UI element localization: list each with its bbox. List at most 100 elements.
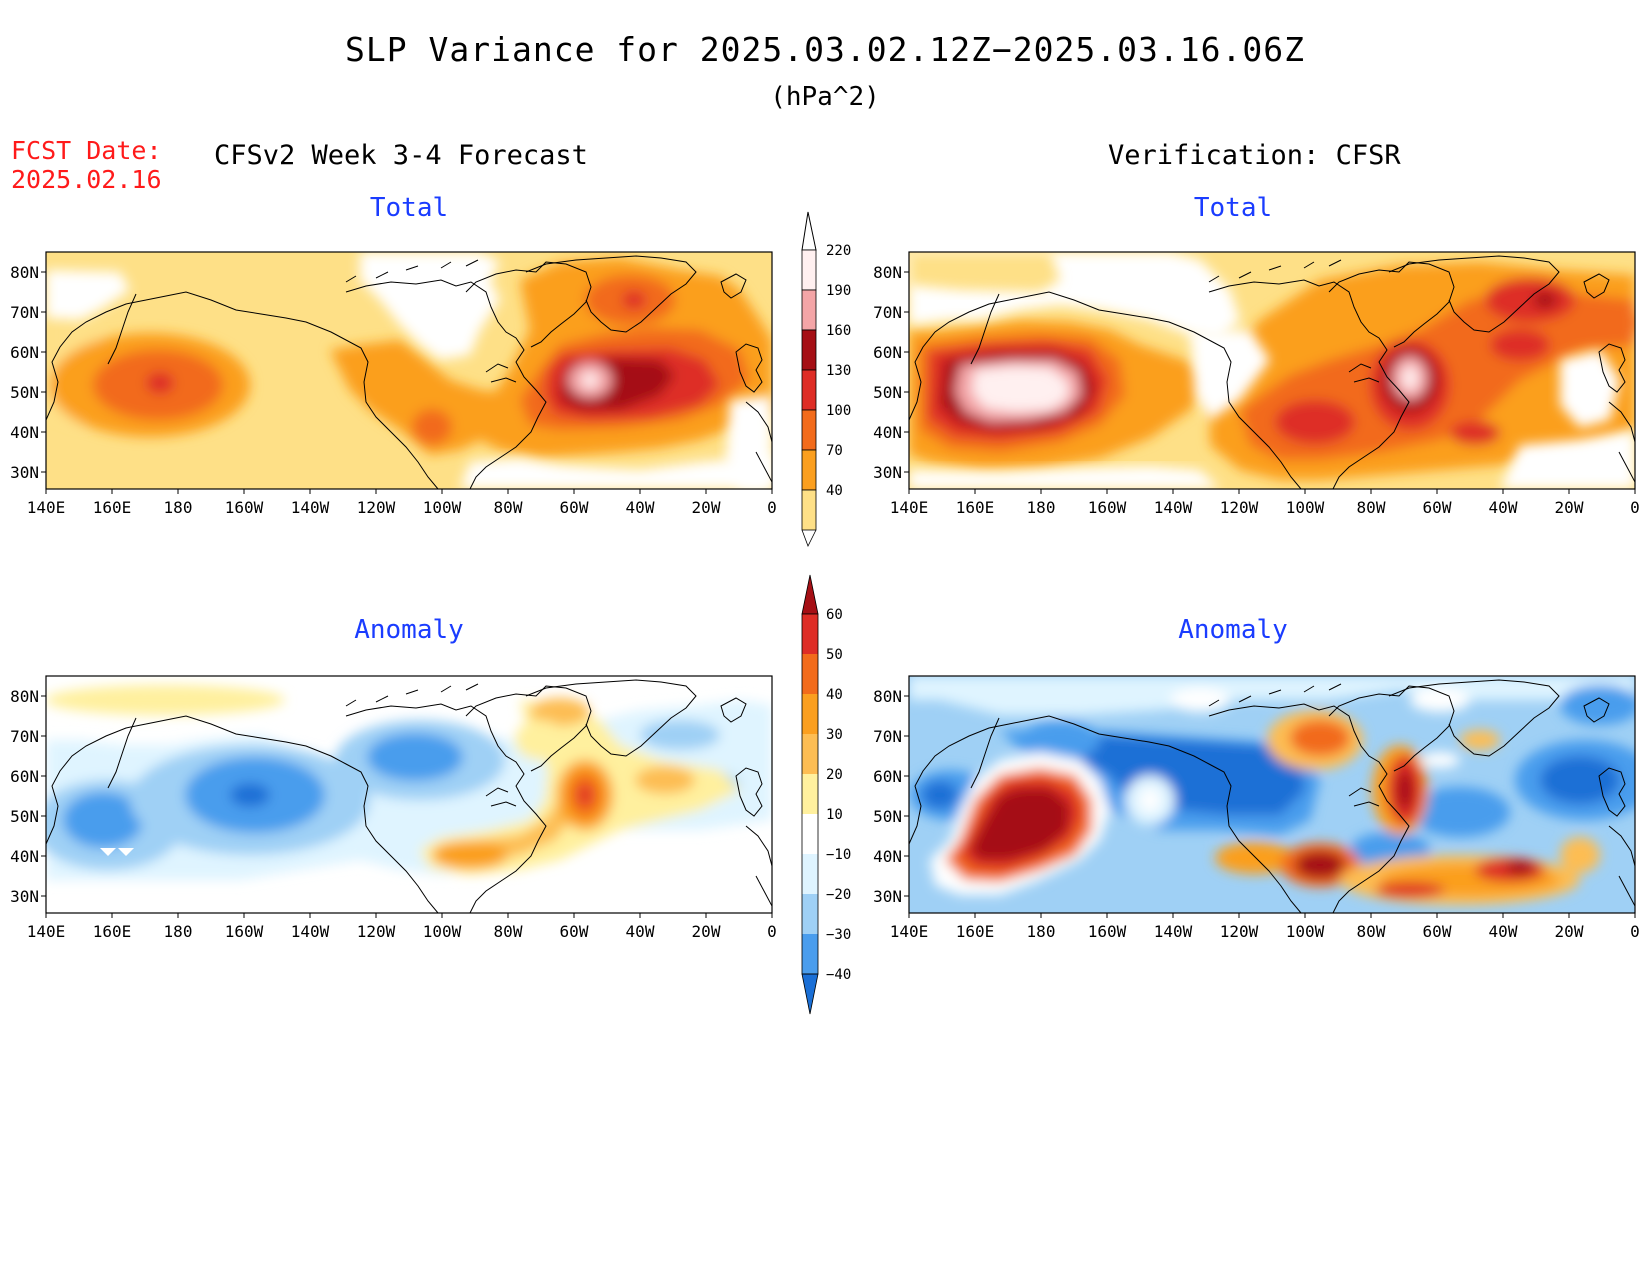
lat-label-fcst-total: 80N (10, 263, 39, 282)
lon-label-fcst-total: 160W (225, 498, 264, 517)
colorbar-anomaly-label: 30 (826, 727, 843, 743)
colorbar-anomaly-label: 20 (826, 767, 843, 783)
lat-label-verif-total: 80N (873, 263, 902, 282)
lat-label-verif-total: 50N (873, 383, 902, 402)
colorbar-anomaly-label: −30 (826, 927, 851, 943)
lon-label-verif-anom: 100W (1286, 922, 1325, 941)
lon-label-verif-anom: 0 (1630, 922, 1640, 941)
map-verification-anomaly (909, 676, 1635, 913)
lat-label-fcst-total: 30N (10, 463, 39, 482)
lon-label-fcst-anom: 60W (560, 922, 589, 941)
lat-label-fcst-total: 60N (10, 343, 39, 362)
forecast-column-heading: CFSv2 Week 3-4 Forecast (214, 140, 588, 171)
colorbar-anomaly-label: −10 (826, 847, 851, 863)
lat-label-fcst-anom: 30N (10, 887, 39, 906)
lon-label-verif-anom: 20W (1555, 922, 1584, 941)
colorbar-total-label: 160 (826, 323, 851, 339)
lon-label-verif-anom: 160W (1088, 922, 1127, 941)
lat-label-fcst-anom: 60N (10, 767, 39, 786)
lat-label-fcst-anom: 70N (10, 727, 39, 746)
lat-label-verif-anom: 50N (873, 807, 902, 826)
frame-verification-total (908, 251, 1636, 490)
lon-label-verif-anom: 40W (1489, 922, 1518, 941)
map-verification-total (909, 252, 1635, 489)
lon-label-fcst-anom: 0 (767, 922, 777, 941)
colorbar-total-label: 70 (826, 443, 843, 459)
lon-label-fcst-total: 100W (423, 498, 462, 517)
lon-label-fcst-total: 180 (164, 498, 193, 517)
frame-forecast-anomaly (45, 675, 773, 914)
lon-label-fcst-total: 80W (494, 498, 523, 517)
panel-title-verification-anomaly: Anomaly (1178, 615, 1288, 645)
colorbar-anomaly-label: 60 (826, 607, 843, 623)
colorbar-total-label: 130 (826, 363, 851, 379)
lon-label-fcst-total: 60W (560, 498, 589, 517)
lon-label-fcst-anom: 140W (291, 922, 330, 941)
lon-label-verif-total: 0 (1630, 498, 1640, 517)
forecast-date-label: FCST Date: (11, 136, 162, 165)
frame-forecast-total (45, 251, 773, 490)
lon-label-fcst-total: 140W (291, 498, 330, 517)
axis-labels: 80N 70N 60N 50N 40N 30N 140E 160E 180 160W 140W 120… (10, 263, 1640, 941)
colorbar-anomaly-label: −40 (826, 967, 851, 983)
lon-label-fcst-total: 160E (93, 498, 132, 517)
lon-label-verif-anom: 180 (1027, 922, 1056, 941)
verification-column-heading: Verification: CFSR (1108, 140, 1401, 171)
lon-label-verif-anom: 140W (1154, 922, 1193, 941)
lon-label-fcst-anom: 180 (164, 922, 193, 941)
lat-label-verif-total: 30N (873, 463, 902, 482)
lon-label-verif-anom: 120W (1220, 922, 1259, 941)
lon-label-fcst-total: 140E (27, 498, 66, 517)
forecast-date-block: FCST Date: 2025.02.16 (11, 136, 162, 194)
lat-label-fcst-anom: 50N (10, 807, 39, 826)
lat-label-verif-anom: 60N (873, 767, 902, 786)
lat-label-fcst-anom: 40N (10, 847, 39, 866)
figure-units: (hPa^2) (770, 82, 880, 112)
lon-label-fcst-total: 40W (626, 498, 655, 517)
colorbar-total-label: 220 (826, 243, 851, 259)
panel-title-forecast-total: Total (369, 193, 449, 223)
lon-label-verif-total: 140W (1154, 498, 1193, 517)
colorbar-total-label: 190 (826, 283, 851, 299)
lat-label-verif-anom: 70N (873, 727, 902, 746)
lat-label-fcst-total: 50N (10, 383, 39, 402)
lat-label-verif-anom: 30N (873, 887, 902, 906)
lon-label-verif-total: 40W (1489, 498, 1518, 517)
map-forecast-anomaly (46, 676, 772, 913)
lat-label-verif-total: 60N (873, 343, 902, 362)
lon-label-verif-total: 140E (890, 498, 929, 517)
lon-label-fcst-anom: 120W (357, 922, 396, 941)
colorbar-anomaly: 60 50 40 30 20 10 −10 −20 −30 −40 (801, 574, 851, 1015)
lon-label-verif-anom: 140E (890, 922, 929, 941)
lon-label-verif-total: 80W (1357, 498, 1386, 517)
map-forecast-total (46, 252, 772, 489)
lon-label-fcst-anom: 140E (27, 922, 66, 941)
frame-verification-anomaly (908, 675, 1636, 914)
lon-label-verif-anom: 160E (956, 922, 995, 941)
lon-label-verif-total: 60W (1423, 498, 1452, 517)
lon-label-fcst-total: 0 (767, 498, 777, 517)
lat-label-fcst-total: 70N (10, 303, 39, 322)
lon-label-verif-total: 160E (956, 498, 995, 517)
lon-label-verif-total: 160W (1088, 498, 1127, 517)
colorbar-anomaly-label: 10 (826, 807, 843, 823)
lat-label-verif-anom: 40N (873, 847, 902, 866)
colorbar-anomaly-label: 40 (826, 687, 843, 703)
lon-label-fcst-anom: 100W (423, 922, 462, 941)
figure-title: SLP Variance for 2025.03.02.12Z−2025.03.… (345, 30, 1305, 69)
lon-label-fcst-anom: 40W (626, 922, 655, 941)
lat-label-verif-total: 40N (873, 423, 902, 442)
lon-label-fcst-anom: 160W (225, 922, 264, 941)
colorbar-total-label: 40 (826, 483, 843, 499)
panel-title-verification-total: Total (1193, 193, 1273, 223)
lon-label-verif-anom: 80W (1357, 922, 1386, 941)
lat-label-verif-anom: 80N (873, 687, 902, 706)
lat-label-fcst-anom: 80N (10, 687, 39, 706)
panel-title-forecast-anomaly: Anomaly (354, 615, 464, 645)
colorbar-anomaly-label: −20 (826, 887, 851, 903)
lon-label-verif-anom: 60W (1423, 922, 1452, 941)
lon-label-verif-total: 100W (1286, 498, 1325, 517)
lon-label-verif-total: 180 (1027, 498, 1056, 517)
lon-label-fcst-anom: 80W (494, 922, 523, 941)
